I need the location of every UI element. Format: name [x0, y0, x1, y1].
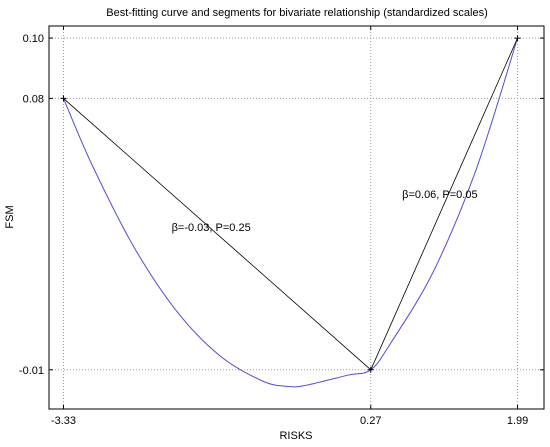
point-layer — [60, 35, 521, 373]
segment-annotation: β=0.06, P=0.05 — [402, 189, 477, 201]
chart-title: Best-fitting curve and segments for biva… — [106, 7, 488, 19]
y-tick-label: -0.01 — [19, 365, 44, 377]
segment-point — [367, 366, 374, 373]
tick-labels: -3.33 0.27 1.99 -0.01 0.08 0.10 — [19, 33, 528, 427]
segment-annotation: β=-0.03, P=0.25 — [172, 222, 251, 234]
series-layer — [63, 37, 518, 388]
x-tick-label: -3.33 — [51, 415, 76, 427]
x-tick-label: 0.27 — [360, 415, 381, 427]
segment-point — [60, 95, 67, 102]
y-tick-label: 0.08 — [23, 93, 44, 105]
x-axis-label: RISKS — [279, 430, 312, 442]
tick-marks — [49, 26, 544, 409]
x-tick-label: 1.99 — [507, 415, 528, 427]
annotations: β=-0.03, P=0.25 β=0.06, P=0.05 — [172, 189, 478, 234]
segment-point — [514, 35, 521, 42]
segment-line — [63, 37, 518, 371]
y-tick-label: 0.10 — [23, 33, 44, 45]
fitted-curve — [63, 37, 518, 388]
plot-frame — [48, 25, 545, 410]
grid — [49, 26, 544, 409]
y-axis-label: FSM — [4, 205, 16, 228]
